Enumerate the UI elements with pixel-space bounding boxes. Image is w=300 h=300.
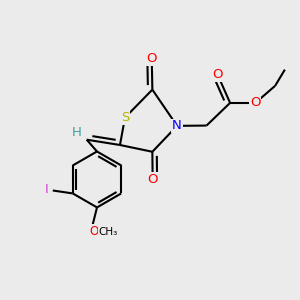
Text: I: I — [44, 182, 48, 196]
Text: O: O — [212, 68, 223, 81]
Text: O: O — [146, 52, 157, 65]
Text: O: O — [147, 173, 158, 186]
Text: N: N — [172, 119, 182, 132]
Text: CH₃: CH₃ — [98, 226, 117, 237]
Text: O: O — [89, 225, 99, 238]
Text: S: S — [121, 111, 129, 124]
Text: H: H — [71, 126, 81, 139]
Text: O: O — [250, 96, 261, 110]
